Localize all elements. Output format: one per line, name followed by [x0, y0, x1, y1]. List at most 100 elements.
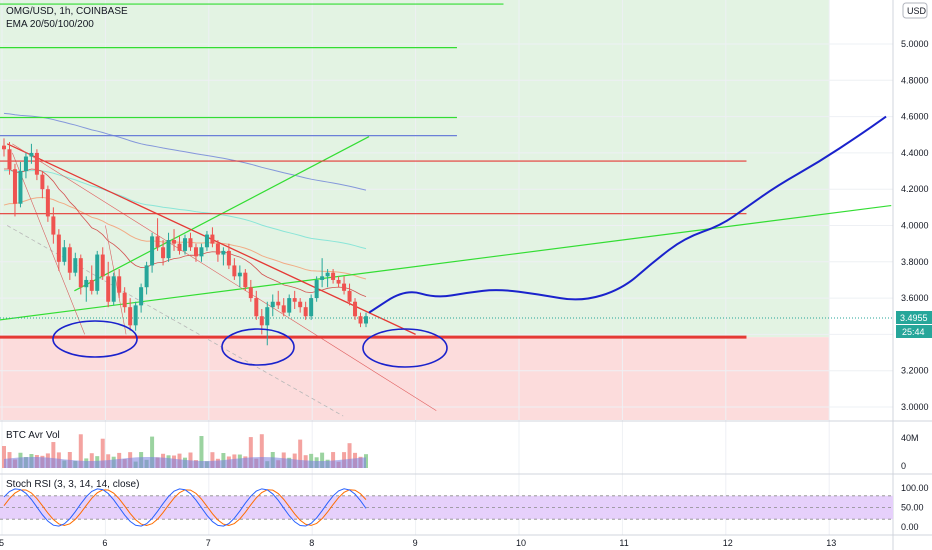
- candle-body: [144, 265, 149, 288]
- candle-body: [122, 292, 127, 308]
- candle-body: [270, 301, 275, 308]
- stoch-rsi-pane: [0, 488, 893, 527]
- zone-green: [0, 0, 830, 338]
- candle-body: [265, 307, 270, 326]
- projection-annotations: [52, 115, 887, 368]
- candle-body: [204, 234, 209, 248]
- zone-red: [0, 337, 830, 420]
- volume-bar: [298, 439, 303, 468]
- x-tick-label: 11: [619, 538, 628, 548]
- highlight-circle: [221, 328, 295, 366]
- candle-body: [78, 258, 83, 288]
- candle-body: [23, 156, 28, 172]
- y-tick-label: 5.0000: [901, 39, 929, 49]
- candle-body: [34, 152, 39, 175]
- candle-body: [221, 250, 226, 255]
- candle-body: [73, 258, 78, 273]
- x-tick-label: 10: [516, 538, 526, 548]
- candle-body: [281, 305, 286, 313]
- volume-bar: [2, 446, 6, 468]
- candle-body: [29, 152, 34, 157]
- trendline-green-long: [0, 204, 892, 321]
- indicator-label: EMA 20/50/100/200: [6, 19, 94, 30]
- candle-body: [172, 240, 177, 244]
- candle-body: [95, 254, 100, 291]
- y-tick-label: 4.2000: [901, 184, 929, 194]
- candle-body: [188, 238, 193, 248]
- volume-bar: [320, 452, 325, 468]
- candle-body: [183, 238, 187, 251]
- candle-body: [210, 234, 215, 244]
- volume-bar: [89, 453, 94, 468]
- candle-body: [155, 236, 160, 248]
- volume-pane: [2, 434, 368, 468]
- axes: 3.00003.20003.40003.60003.80004.00004.20…: [0, 39, 929, 548]
- projection-path: [368, 115, 887, 314]
- candle-body: [84, 279, 89, 288]
- svg-text:25:44: 25:44: [902, 327, 925, 337]
- trendline-red-thin: [12, 143, 437, 411]
- y-tick-label: 3.8000: [901, 257, 929, 267]
- countdown-tag: 25:44: [896, 325, 932, 338]
- highlight-circle: [362, 328, 448, 368]
- candle-body: [314, 279, 319, 299]
- horizontal-levels: [0, 3, 893, 339]
- currency-button[interactable]: USD: [902, 2, 928, 19]
- volume-bar: [331, 452, 336, 468]
- candle-body: [106, 276, 111, 302]
- candle-body: [12, 169, 17, 204]
- volume-bar: [248, 437, 253, 468]
- candle-body: [18, 171, 23, 204]
- y-tick-label: 4.4000: [901, 148, 929, 158]
- svg-text:3.4955: 3.4955: [900, 313, 928, 323]
- x-tick-label: 5: [0, 538, 4, 548]
- x-tick-label: 6: [102, 538, 107, 548]
- candle-body: [100, 254, 105, 277]
- volume-bar: [188, 452, 193, 468]
- candle-body: [303, 307, 308, 317]
- candle-body: [232, 265, 237, 277]
- candle-body: [161, 247, 166, 259]
- volume-average: [4, 457, 366, 468]
- ema-200: [3, 112, 367, 191]
- candle-body: [342, 283, 347, 291]
- volume-tick-label: 0: [901, 461, 906, 471]
- candle-body: [336, 279, 341, 284]
- y-tick-label: 4.0000: [901, 221, 929, 231]
- candle-body: [259, 316, 264, 326]
- candle-body: [166, 240, 171, 259]
- y-tick-label: 3.2000: [901, 366, 929, 376]
- candle-body: [128, 307, 133, 326]
- highlight-circle: [52, 320, 138, 358]
- volume-label: BTC Avr Vol: [6, 430, 60, 441]
- candle-body: [62, 247, 67, 262]
- candle-body: [51, 216, 56, 235]
- y-tick-label: 4.6000: [901, 112, 929, 122]
- volume-bar: [51, 442, 56, 468]
- candle-body: [139, 287, 144, 306]
- candle-body: [226, 250, 231, 266]
- candle-body: [193, 247, 198, 257]
- candle-body: [243, 272, 248, 288]
- candle-body: [45, 189, 50, 217]
- volume-bar: [259, 434, 264, 468]
- candle-body: [353, 301, 358, 317]
- symbol-title: OMG/USD, 1h, COINBASE: [6, 6, 128, 17]
- candles: [2, 138, 368, 346]
- candle-body: [199, 247, 204, 257]
- x-tick-label: 7: [206, 538, 211, 548]
- candle-body: [2, 145, 6, 150]
- candle-body: [150, 236, 155, 266]
- candle-body: [7, 149, 12, 170]
- candle-body: [298, 301, 303, 308]
- stoch-tick-label: 0.00: [901, 522, 919, 532]
- candle-body: [67, 247, 72, 273]
- x-tick-label: 12: [723, 538, 733, 548]
- channel-line: [105, 225, 127, 335]
- svg-text:USD: USD: [907, 6, 927, 16]
- candle-body: [237, 272, 242, 277]
- candle-body: [133, 305, 138, 326]
- candle-body: [40, 174, 45, 190]
- candle-body: [111, 276, 116, 302]
